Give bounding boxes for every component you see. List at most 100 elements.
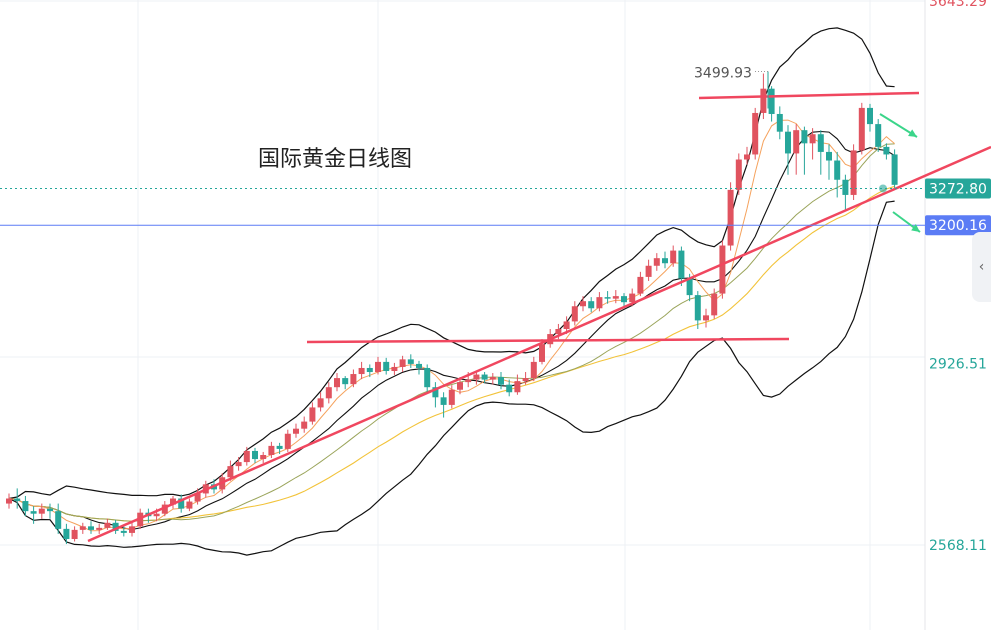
candle-body <box>637 276 644 294</box>
candle-body <box>309 407 316 422</box>
candle-body <box>867 107 873 125</box>
candle-body <box>522 378 529 382</box>
candle-body <box>120 530 127 533</box>
candle-body <box>875 124 882 147</box>
candle-body <box>440 397 447 405</box>
rising-trendline <box>87 145 991 543</box>
candle-body <box>604 297 611 299</box>
candle-body <box>670 250 677 264</box>
overlays: 3499.93 <box>0 66 925 233</box>
price-axis-tick-label: 3643.29 <box>929 0 987 10</box>
candle-body <box>571 306 578 322</box>
candle-body <box>391 366 398 372</box>
candle-body <box>653 258 660 266</box>
price-axis[interactable]: 3643.29 2926.51 2568.11 3272.80 3200.16 <box>925 0 991 554</box>
candle-body <box>342 378 349 385</box>
support-line <box>306 337 790 344</box>
candle-body <box>161 504 168 514</box>
current-price-tag-bg <box>925 178 991 199</box>
candle-body <box>842 179 849 195</box>
candle-body <box>375 361 381 373</box>
candle-body <box>711 293 718 316</box>
candle-body <box>268 445 275 455</box>
current-price-tag: 3272.80 <box>925 178 991 199</box>
level-price-tag-bg <box>925 215 991 236</box>
candle-body <box>416 363 422 368</box>
candle-body <box>858 107 865 151</box>
ma-olive-line <box>8 143 895 522</box>
candle-body <box>235 462 242 467</box>
candle-body <box>88 526 94 530</box>
candle-body <box>260 454 267 460</box>
candle-body <box>539 344 545 362</box>
candle-body <box>79 526 86 530</box>
candle-body <box>153 513 160 517</box>
candle-body <box>621 296 627 303</box>
candle-body <box>276 445 283 449</box>
candle-body <box>358 367 365 375</box>
candle-body <box>785 131 791 154</box>
candle-body <box>793 130 800 154</box>
candle-body <box>506 384 513 393</box>
candle-body <box>498 377 504 385</box>
candle-body <box>530 361 537 379</box>
candle-body <box>694 295 701 321</box>
candle-body <box>465 379 472 383</box>
last-price-dot <box>879 184 887 193</box>
candle-body <box>71 529 78 539</box>
candle-body <box>178 498 185 509</box>
candle-body <box>629 293 636 303</box>
level-price-tag: 3200.16 <box>925 215 991 236</box>
candle-body <box>744 154 750 160</box>
candle-body <box>719 245 726 294</box>
candle-body <box>301 421 308 429</box>
resistance-line <box>698 91 920 100</box>
candle-body <box>170 498 176 505</box>
candle-body <box>834 160 841 180</box>
candle-body <box>817 134 824 152</box>
ma-orange-line <box>8 119 895 532</box>
candle-body <box>6 498 12 504</box>
candle-body <box>350 374 357 385</box>
candle-body <box>14 498 21 502</box>
candle-body <box>489 377 496 380</box>
peak-label: 3499.93 <box>694 66 752 82</box>
candle-body <box>752 112 759 155</box>
candle-body <box>760 88 767 113</box>
bollinger-lower-line <box>8 200 895 556</box>
candle-body <box>678 250 685 279</box>
candle-body <box>399 359 406 367</box>
candle-body <box>243 450 250 463</box>
candle-body <box>96 527 103 530</box>
collapse-panel-button[interactable]: ‹ <box>972 232 991 302</box>
candle-body <box>186 501 193 509</box>
candle-body <box>457 382 463 390</box>
candle-body <box>366 367 373 373</box>
candle-body <box>735 159 742 190</box>
candle-body <box>645 265 652 277</box>
ma-yellow-line <box>8 185 895 522</box>
candle-body <box>727 189 734 246</box>
candle-body <box>284 433 291 449</box>
candle-body <box>662 258 668 264</box>
candle-body <box>383 361 390 372</box>
candle-body <box>432 387 439 398</box>
candle-body <box>473 374 480 380</box>
candle-body <box>194 493 201 502</box>
candle-body <box>317 398 324 408</box>
down-arrow-upper-head <box>908 129 917 137</box>
candle-body <box>580 301 586 307</box>
candle-body <box>612 296 619 299</box>
current-price-tag-text: 3272.80 <box>929 181 987 197</box>
gridlines <box>0 0 926 630</box>
price-axis-tick-label: 2568.11 <box>929 538 987 554</box>
candle-body <box>596 297 603 309</box>
candle-body <box>686 278 693 296</box>
bollinger-mid-line <box>8 130 895 531</box>
candle-body <box>555 329 562 335</box>
candle-body <box>809 134 816 144</box>
candle-body <box>481 374 488 380</box>
candle-body <box>293 428 299 434</box>
candle-body <box>826 151 832 161</box>
